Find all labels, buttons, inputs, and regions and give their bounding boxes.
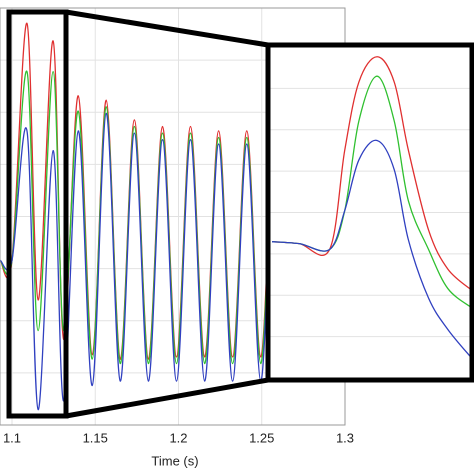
zoom-box: [6, 9, 69, 419]
x-tick-label: 1.25: [249, 430, 274, 445]
zoom-connector: [65, 9, 269, 48]
x-tick-label: 1.2: [169, 430, 187, 445]
x-axis-label: Time (s): [151, 453, 198, 468]
x-tick-label: 1.15: [83, 430, 108, 445]
x-tick-label: 1.3: [336, 430, 354, 445]
zoom-connector: [65, 377, 269, 419]
inset-plot: [270, 56, 472, 359]
series-line: [271, 139, 472, 359]
series-line: [271, 56, 472, 291]
inset-frame: [265, 42, 474, 383]
x-tick-label: 1.1: [3, 430, 21, 445]
